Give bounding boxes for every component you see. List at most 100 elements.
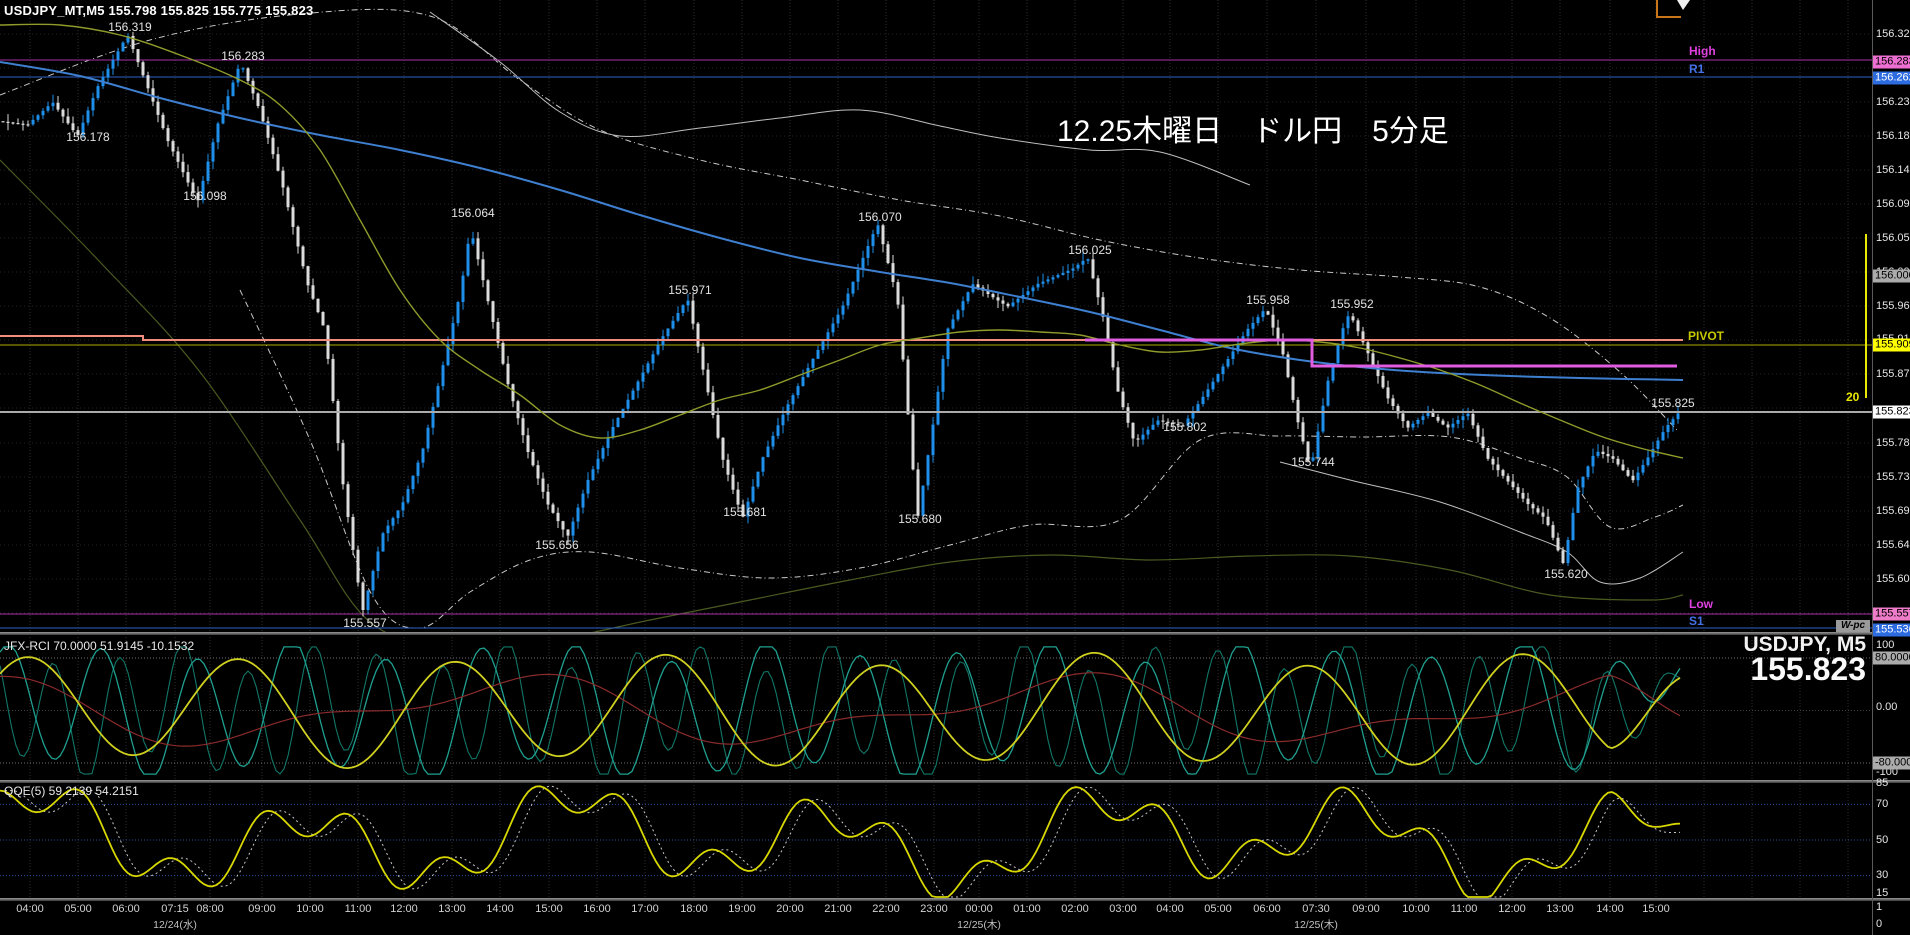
level-line-label: Low: [1689, 597, 1713, 611]
price-annotation: 155.656: [535, 538, 579, 552]
price-annotation: 155.825: [1651, 396, 1695, 410]
range-marker-label: 20: [1846, 390, 1860, 404]
price-annotation: 155.681: [723, 505, 767, 519]
price-axis-label: 156.050: [1876, 232, 1910, 244]
price-axis-badge: 156.262: [1873, 71, 1910, 85]
price-annotation: 156.064: [451, 206, 495, 220]
level-line-label: R1: [1689, 62, 1705, 76]
price-axis-badge: 155.557: [1873, 607, 1910, 621]
time-tick-label: 12:00: [1498, 903, 1526, 915]
time-tick-label: 13:00: [438, 903, 466, 915]
time-tick-label: 05:00: [1204, 903, 1232, 915]
price-annotation: 156.098: [183, 189, 227, 203]
time-tick-label: 14:00: [486, 903, 514, 915]
price-axis-border: [1872, 0, 1873, 935]
rci-axis-badge: -80.0000: [1873, 756, 1910, 770]
date-label: 12/24(水): [153, 919, 197, 931]
symbol-ohlc-header: USDJPY_MT,M5 155.798 155.825 155.775 155…: [4, 3, 314, 18]
time-tick-label: 12:00: [390, 903, 418, 915]
time-tick-label: 00:00: [965, 903, 993, 915]
qqe-axis-label: 30: [1876, 869, 1889, 881]
level-line-label: PIVOT: [1688, 329, 1725, 343]
price-annotation: 156.178: [66, 130, 110, 144]
rci-axis-badge: 80.0000: [1873, 651, 1910, 665]
price-axis-label: 156.140: [1876, 164, 1910, 176]
price-axis-label: 156.185: [1876, 130, 1910, 142]
mouse-cursor: [1656, 0, 1690, 18]
price-axis-badge: 155.536: [1873, 623, 1910, 637]
price-annotation: 155.971: [668, 283, 712, 297]
time-tick-label: 04:00: [16, 903, 44, 915]
price-axis-label: 155.960: [1876, 300, 1910, 312]
time-tick-label: 07:30: [1302, 903, 1330, 915]
watermark-price: 155.823: [1750, 651, 1866, 687]
panel-separator[interactable]: [0, 632, 1910, 635]
time-tick-label: 06:00: [112, 903, 140, 915]
price-axis-label: 156.320: [1876, 28, 1910, 40]
time-tick-label: 10:00: [1402, 903, 1430, 915]
price-annotation: 156.070: [858, 210, 902, 224]
date-label: 12/25(木): [1294, 919, 1338, 931]
time-tick-label: 06:00: [1253, 903, 1281, 915]
qqe-axis-label: 70: [1876, 798, 1889, 810]
price-axis-label: 155.735: [1876, 471, 1910, 483]
qqe-axis-label: 15: [1876, 887, 1889, 899]
time-tick-label: 20:00: [776, 903, 804, 915]
time-tick-label: 08:00: [196, 903, 224, 915]
chart-title-note: 12.25木曜日 ドル円 5分足: [1057, 115, 1449, 148]
time-tick-label: 01:00: [1013, 903, 1041, 915]
price-annotation: 155.620: [1544, 567, 1588, 581]
rci-axis-label: 0.00: [1876, 701, 1898, 713]
price-axis-label: 155.690: [1876, 505, 1910, 517]
price-axis-badge: 155.909: [1873, 338, 1910, 352]
price-axis-label: 155.870: [1876, 368, 1910, 380]
rci-indicator-panel[interactable]: [0, 634, 1872, 780]
time-tick-label: 15:00: [535, 903, 563, 915]
time-tick-label: 18:00: [680, 903, 708, 915]
price-annotation: 156.319: [108, 20, 152, 34]
rci-axis-label: 100: [1876, 639, 1895, 651]
qqe-indicator-panel[interactable]: [0, 782, 1872, 898]
level-line-label: High: [1689, 44, 1716, 58]
time-tick-label: 03:00: [1109, 903, 1137, 915]
time-tick-label: 23:00: [920, 903, 948, 915]
main-price-chart[interactable]: [0, 0, 1872, 632]
price-axis-badge: 156.283: [1873, 55, 1910, 69]
price-annotation: 155.744: [1291, 455, 1335, 469]
time-tick-label: 02:00: [1061, 903, 1089, 915]
price-axis-label: 155.780: [1876, 437, 1910, 449]
level-line-label: S1: [1689, 614, 1704, 628]
price-annotation: 156.025: [1068, 243, 1112, 257]
time-tick-label: 05:00: [64, 903, 92, 915]
time-tick-label: 22:00: [872, 903, 900, 915]
price-axis-label: 156.095: [1876, 198, 1910, 210]
price-axis-label: 155.600: [1876, 573, 1910, 585]
price-annotation: 155.952: [1330, 297, 1374, 311]
qqe-axis-label: 50: [1876, 834, 1889, 846]
time-tick-label: 04:00: [1156, 903, 1184, 915]
time-tick-label: 21:00: [824, 903, 852, 915]
panel-separator[interactable]: [0, 780, 1910, 783]
time-tick-label: 14:00: [1596, 903, 1624, 915]
price-axis-badge: 155.823: [1873, 405, 1910, 419]
qqe-axis-label: 0: [1876, 918, 1883, 930]
panel-separator[interactable]: [0, 898, 1910, 901]
time-tick-label: 10:00: [296, 903, 324, 915]
time-tick-label: 17:00: [631, 903, 659, 915]
date-label: 12/25(木): [957, 919, 1001, 931]
time-tick-label: 13:00: [1546, 903, 1574, 915]
price-annotation: 155.680: [898, 512, 942, 526]
time-tick-label: 19:00: [728, 903, 756, 915]
watermark-symbol: USDJPY, M5: [1743, 633, 1866, 656]
weekly-pivot-badge: W-pc: [1836, 620, 1870, 632]
price-annotation: 155.557: [343, 616, 387, 630]
price-axis-label: 155.645: [1876, 539, 1910, 551]
price-annotation: 155.802: [1163, 420, 1207, 434]
price-annotation: 155.958: [1246, 293, 1290, 307]
qqe-indicator-label: QQE(5) 59.2139 54.2151: [4, 784, 139, 798]
pointer-arrow-icon: [1677, 0, 1690, 10]
price-axis-badge: 156.000: [1873, 269, 1910, 283]
time-tick-label: 09:00: [248, 903, 276, 915]
time-tick-label: 15:00: [1642, 903, 1670, 915]
qqe-axis-label: 1: [1876, 901, 1883, 913]
